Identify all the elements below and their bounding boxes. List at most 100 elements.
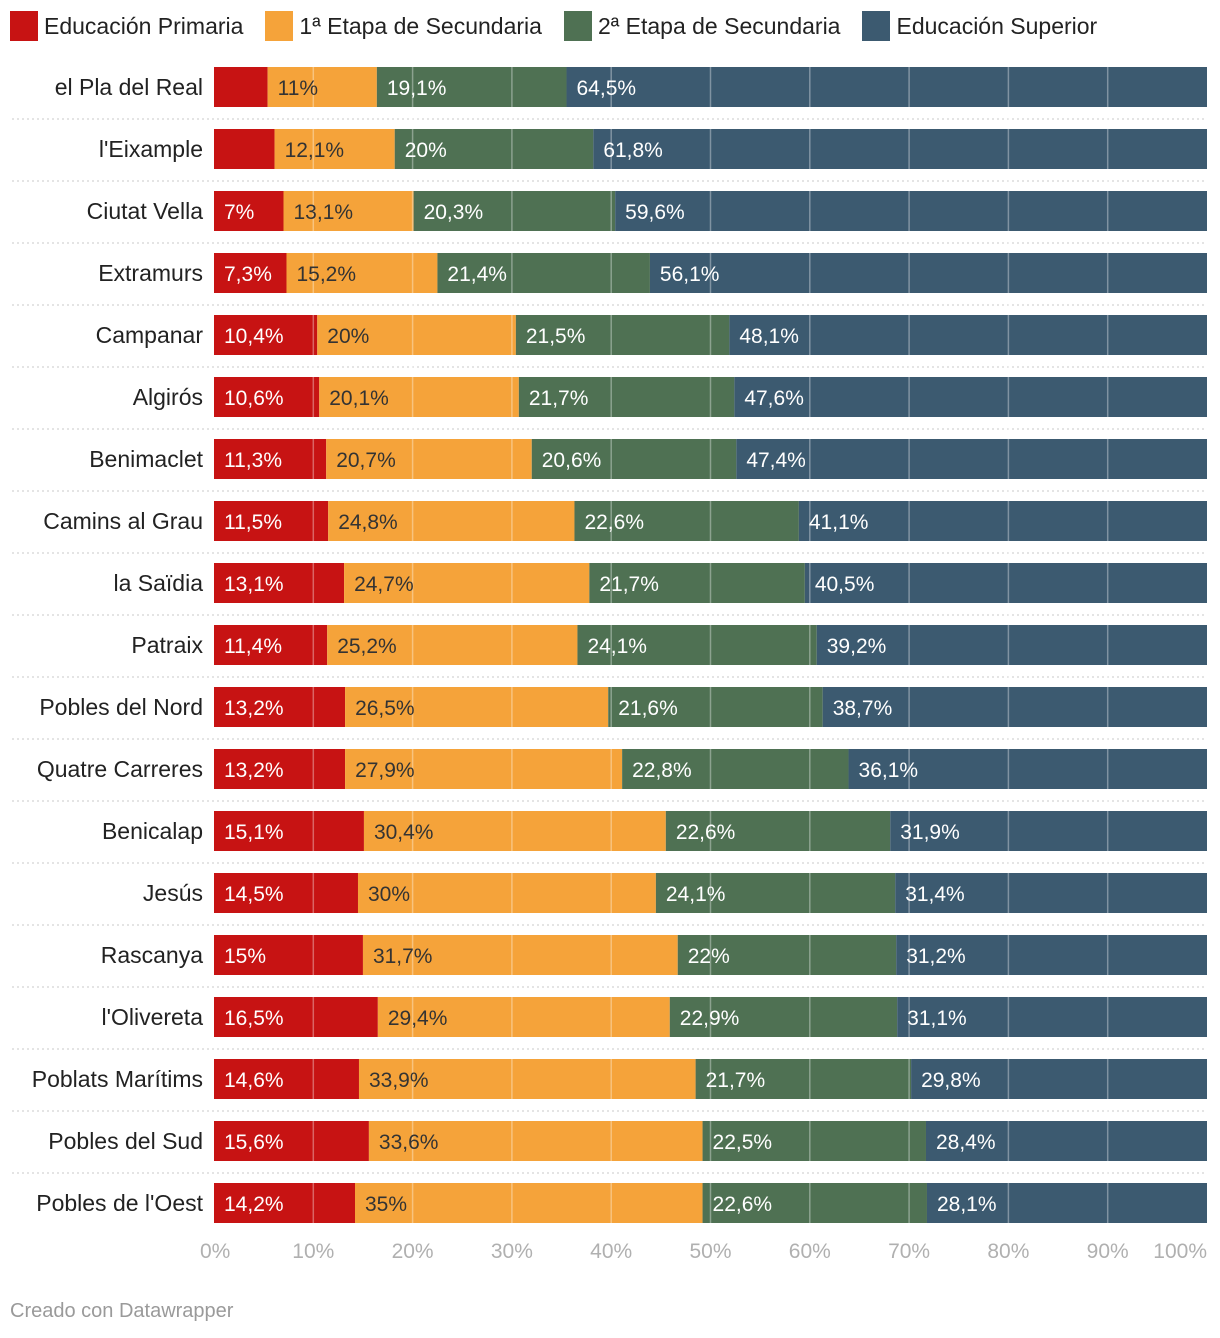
legend-item: Educación Primaria: [10, 11, 243, 41]
row-label: Poblats Marítims: [32, 1066, 203, 1092]
bar-segment: [896, 935, 1207, 975]
bar-segment: [695, 1059, 912, 1099]
data-label: 13,2%: [224, 759, 284, 782]
data-label: 15,2%: [296, 263, 356, 286]
row-label: Patraix: [131, 632, 203, 658]
bar-segment: [376, 67, 567, 107]
bar-segment: [328, 501, 575, 541]
bars: [214, 67, 1207, 1223]
data-label: 22,8%: [632, 759, 692, 782]
bar-segment: [362, 935, 678, 975]
data-label: 7%: [224, 201, 254, 224]
bar-segment: [848, 749, 1207, 789]
bar-segment: [531, 439, 737, 479]
legend: Educación Primaria 1ª Etapa de Secundaria…: [10, 10, 1097, 42]
bar-segment: [214, 191, 284, 231]
bar-segment: [344, 563, 590, 603]
bar-segment: [214, 315, 318, 355]
credit-text: Creado con Datawrapper: [10, 1300, 234, 1322]
bar-segment: [214, 873, 358, 913]
row-label: Campanar: [96, 322, 204, 348]
bar-segment: [214, 377, 320, 417]
bar-segment: [358, 1059, 696, 1099]
bar-segment: [897, 997, 1207, 1037]
data-label: 29,4%: [388, 1007, 448, 1030]
bar-segment: [437, 253, 650, 293]
legend-label: 2ª Etapa de Secundaria: [597, 12, 841, 39]
data-label: 14,5%: [224, 883, 284, 906]
legend-swatch: [265, 11, 294, 41]
bar-segment: [214, 439, 327, 479]
bar-segment: [345, 687, 609, 727]
bar-segment: [214, 253, 287, 293]
data-label: 35%: [365, 1193, 407, 1216]
bar-segment: [890, 811, 1207, 851]
x-tick-label: 10%: [292, 1240, 334, 1263]
bar-segment: [377, 997, 670, 1037]
x-tick-label: 60%: [789, 1240, 831, 1263]
data-label: 14,6%: [224, 1069, 284, 1092]
bar-segment: [615, 191, 1207, 231]
data-label: 24,1%: [666, 883, 726, 906]
row-label: Camins al Grau: [43, 508, 203, 534]
data-label: 12,1%: [285, 139, 345, 162]
data-label: 33,6%: [379, 1131, 439, 1154]
x-tick-label: 80%: [987, 1240, 1029, 1263]
data-label: 48,1%: [739, 325, 799, 348]
data-label: 21,7%: [706, 1069, 766, 1092]
bar-segment: [729, 315, 1207, 355]
data-label: 28,1%: [937, 1193, 997, 1216]
legend-label: Educación Superior: [896, 12, 1098, 39]
data-label: 14,2%: [224, 1193, 284, 1216]
bar-segment: [574, 501, 799, 541]
bar-segment: [214, 749, 346, 789]
data-label: 24,1%: [587, 635, 647, 658]
data-label: 30%: [368, 883, 410, 906]
data-label: 47,4%: [746, 449, 806, 472]
data-label: 24,8%: [338, 511, 398, 534]
data-label: 39,2%: [827, 635, 887, 658]
legend-item: 2ª Etapa de Secundaria: [563, 11, 841, 41]
bar-segment: [317, 315, 516, 355]
row-label: Pobles del Sud: [48, 1128, 203, 1154]
data-label: 20,3%: [424, 201, 484, 224]
bar-segment: [736, 439, 1207, 479]
data-label: 56,1%: [660, 263, 720, 286]
data-label: 31,9%: [900, 821, 960, 844]
row-label: el Pla del Real: [55, 74, 203, 100]
data-label: 21,7%: [599, 573, 659, 596]
data-label: 28,4%: [936, 1131, 996, 1154]
x-tick-label: 40%: [590, 1240, 632, 1263]
data-label: 15,6%: [224, 1131, 284, 1154]
data-label: 13,1%: [224, 573, 284, 596]
bar-segment: [214, 501, 329, 541]
bar-segment: [319, 377, 519, 417]
x-tick-label: 0%: [200, 1240, 230, 1263]
data-label: 13,2%: [224, 697, 284, 720]
row-label: Ciutat Vella: [87, 198, 204, 224]
bar-segment: [214, 625, 328, 665]
data-label: 7,3%: [224, 263, 272, 286]
row-label: Extramurs: [98, 260, 203, 286]
bar-segment: [214, 1121, 369, 1161]
bar-segment: [677, 935, 897, 975]
bar-segment: [665, 811, 891, 851]
data-label: 19,1%: [387, 77, 447, 100]
bar-segment: [274, 129, 395, 169]
bar-segment: [649, 253, 1207, 293]
bar-segment: [822, 687, 1207, 727]
data-label: 31,1%: [907, 1007, 967, 1030]
data-label: 22,6%: [676, 821, 736, 844]
data-label: 22,6%: [584, 511, 644, 534]
legend-swatch: [563, 11, 592, 41]
data-label: 40,5%: [815, 573, 875, 596]
x-tick-label: 100%: [1153, 1240, 1207, 1263]
data-label: 38,7%: [833, 697, 893, 720]
x-tick-label: 50%: [689, 1240, 731, 1263]
bar-segment: [734, 377, 1207, 417]
data-label: 20%: [405, 139, 447, 162]
bar-segment: [926, 1183, 1207, 1223]
data-label: 11,4%: [224, 635, 282, 658]
data-label: 47,6%: [744, 387, 804, 410]
row-label: la Saïdia: [113, 570, 203, 596]
